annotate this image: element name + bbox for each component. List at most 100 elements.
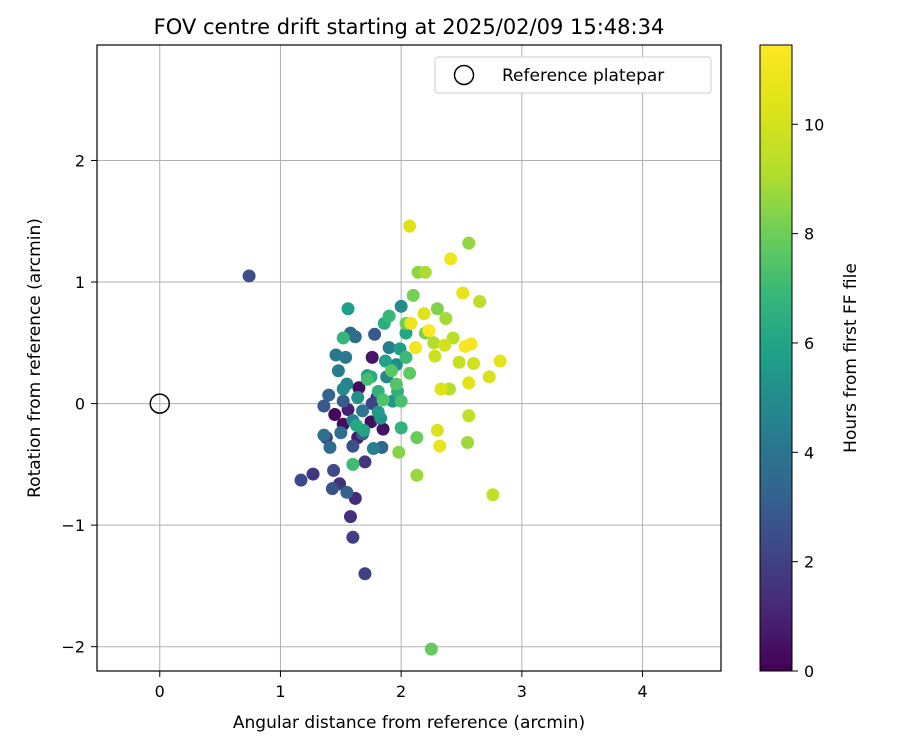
- data-point: [403, 366, 417, 380]
- data-point: [358, 567, 372, 581]
- data-point: [376, 422, 390, 436]
- data-point: [399, 326, 413, 340]
- data-point: [327, 463, 341, 477]
- data-point: [371, 405, 385, 419]
- data-point: [424, 642, 438, 656]
- data-point: [493, 354, 507, 368]
- data-point: [242, 269, 256, 283]
- data-point: [336, 382, 350, 396]
- data-point: [365, 350, 379, 364]
- data-point: [368, 327, 382, 341]
- data-point: [410, 431, 424, 445]
- data-point: [378, 354, 392, 368]
- x-tick-label: 3: [517, 682, 527, 701]
- y-tick-label: 0: [75, 395, 85, 414]
- data-point: [446, 331, 460, 345]
- legend-box: [434, 56, 712, 94]
- data-point: [389, 377, 403, 391]
- x-tick-label: 0: [155, 682, 165, 701]
- colorbar-tick-label: 0: [804, 662, 814, 681]
- data-point: [322, 388, 336, 402]
- data-point: [394, 394, 408, 408]
- points-layer: [149, 219, 507, 656]
- data-point: [346, 457, 360, 471]
- data-point: [458, 339, 472, 353]
- x-axis-label: Angular distance from reference (arcmin): [233, 713, 585, 733]
- x-ticks: 0 1 2 3 4: [155, 671, 648, 701]
- data-point: [334, 426, 348, 440]
- data-point: [392, 445, 406, 459]
- legend-label: Reference platepar: [502, 66, 664, 86]
- data-point: [339, 350, 353, 364]
- y-ticks: −2 −1 0 1 2: [61, 151, 97, 657]
- colorbar-ticks: 0 2 4 6 8 10: [792, 115, 824, 681]
- data-point: [348, 330, 362, 344]
- data-point: [473, 294, 487, 308]
- data-point: [404, 316, 418, 330]
- data-point: [452, 355, 466, 369]
- data-point: [358, 455, 372, 469]
- data-point: [341, 302, 355, 316]
- data-point: [462, 409, 476, 423]
- data-point: [418, 265, 432, 279]
- y-tick-label: −1: [61, 516, 85, 535]
- data-point: [394, 299, 408, 313]
- colorbar-tick-label: 6: [804, 334, 814, 353]
- reference-platepar-marker: [149, 393, 171, 414]
- legend-marker-icon: [453, 64, 475, 86]
- data-point: [331, 364, 345, 378]
- data-point: [428, 349, 442, 363]
- data-point: [352, 381, 366, 395]
- data-point: [438, 338, 452, 352]
- y-axis-label: Rotation from reference (arcmin): [25, 218, 45, 498]
- data-point: [356, 404, 370, 418]
- data-point: [384, 364, 398, 378]
- colorbar-tick-label: 4: [804, 443, 814, 462]
- data-point: [461, 435, 475, 449]
- grid: [97, 45, 721, 671]
- data-point: [462, 236, 476, 250]
- data-point: [366, 442, 380, 456]
- data-point: [434, 382, 448, 396]
- data-point: [360, 372, 374, 386]
- colorbar-label: Hours from first FF file: [841, 263, 861, 453]
- data-point: [306, 467, 320, 481]
- colorbar-tick-label: 10: [804, 115, 824, 134]
- data-point: [427, 336, 441, 350]
- y-tick-label: −2: [61, 638, 85, 657]
- y-tick-label: 2: [75, 151, 85, 170]
- data-point: [351, 391, 365, 405]
- data-point: [325, 482, 339, 496]
- data-point: [439, 311, 453, 325]
- data-point: [382, 309, 396, 323]
- data-point: [409, 341, 423, 355]
- data-point: [394, 421, 408, 435]
- y-tick-label: 1: [75, 273, 85, 292]
- colorbar-tick-label: 2: [804, 553, 814, 572]
- data-point: [346, 439, 360, 453]
- data-point: [399, 350, 413, 364]
- data-point: [462, 376, 476, 390]
- x-tick-label: 4: [637, 682, 647, 701]
- data-point: [323, 440, 337, 454]
- data-point: [349, 418, 363, 432]
- data-point: [376, 393, 390, 407]
- data-point: [422, 324, 436, 338]
- data-point: [403, 219, 417, 233]
- data-point: [382, 341, 396, 355]
- plot-frame: [96, 44, 722, 672]
- data-point: [486, 488, 500, 502]
- data-point: [317, 428, 331, 442]
- data-point: [317, 399, 331, 413]
- data-point: [328, 408, 342, 422]
- data-point: [430, 423, 444, 437]
- colorbar-tick-label: 8: [804, 225, 814, 244]
- data-point: [430, 302, 444, 316]
- data-point: [444, 252, 458, 266]
- data-point: [336, 331, 350, 345]
- data-point: [433, 439, 447, 453]
- legend: Reference platepar: [434, 56, 712, 94]
- data-point: [410, 468, 424, 482]
